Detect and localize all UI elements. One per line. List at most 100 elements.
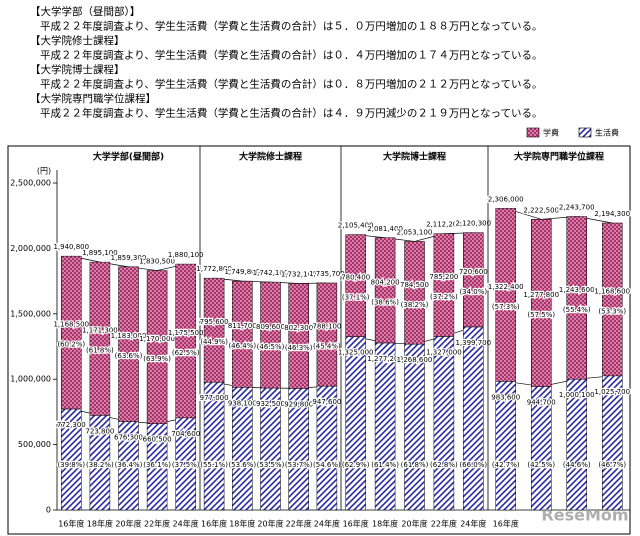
share-label: (62.5%): [172, 349, 200, 357]
value-label: 784,500: [400, 281, 429, 289]
legend-swatch: [578, 127, 592, 138]
value-label: 929,800: [284, 400, 313, 408]
x-tick-label: 18年度: [229, 519, 255, 529]
share-label: (46.3%): [285, 344, 313, 352]
bar-segment: [232, 280, 253, 388]
legend-swatch: [526, 127, 540, 138]
total-label: 2,112,200: [426, 221, 462, 229]
panel-title: 大学院修士課程: [239, 151, 302, 163]
value-label: 1,168,500: [53, 321, 89, 329]
share-label: (53.3%): [598, 307, 626, 315]
x-tick-label: 20年度: [115, 519, 141, 529]
value-label: 772,300: [57, 421, 86, 429]
x-tick-label: 16年度: [201, 519, 227, 529]
value-label: 720,600: [459, 268, 488, 276]
share-label: (37.5%): [172, 461, 200, 469]
value-label: 1,399,700: [455, 339, 491, 347]
panel-title: 大学院博士課程: [383, 151, 446, 163]
value-label: 1,277,200: [367, 355, 403, 363]
total-label: 2,053,100: [397, 228, 433, 236]
value-label: 1,327,000: [426, 348, 462, 356]
bar-segment: [260, 281, 281, 389]
bar-segment: [566, 216, 587, 380]
legend-label: 生活費: [595, 128, 619, 138]
total-label: 2,222,500: [523, 206, 559, 214]
note-text: 平成２２年度調査より、学生生活費（学費と生活費の合計）は０．８万円増加の２１２万…: [40, 78, 543, 91]
panel-title: 大学院専門職学位課程: [514, 151, 604, 163]
total-line: [505, 208, 613, 224]
x-tick-label: 18年度: [87, 519, 113, 529]
value-label: 704,600: [171, 430, 200, 438]
value-label: 1,000,100: [559, 391, 595, 399]
share-label: (46.7%): [598, 461, 626, 469]
bar-segment: [433, 233, 455, 337]
share-label: (61.8%): [86, 347, 114, 355]
bar-segment: [345, 336, 366, 511]
share-label: (60.2%): [57, 341, 85, 349]
y-axis-label: (円): [37, 167, 51, 176]
bar-segment: [288, 283, 309, 389]
value-label: 804,200: [371, 278, 400, 286]
share-label: (39.8%): [57, 461, 85, 469]
value-label: 785,200: [429, 273, 458, 281]
x-tick-label: 24年度: [173, 519, 199, 529]
share-label: (53.6%): [228, 461, 256, 469]
bar-segment: [374, 342, 396, 511]
value-label: 1,325,000: [338, 349, 374, 357]
share-label: (62.8%): [430, 461, 458, 469]
value-label: 983,600: [491, 393, 520, 401]
total-label: 2,194,300: [594, 210, 630, 218]
note-heading: 【大学院博士課程】: [30, 63, 125, 76]
x-tick-label: 16年度: [493, 519, 519, 529]
total-label: 2,120,300: [455, 220, 491, 228]
total-label: 1,830,500: [139, 258, 175, 266]
value-label: 809,600: [256, 323, 285, 331]
value-label: 1,183,000: [111, 332, 147, 340]
value-label: 932,500: [256, 400, 285, 408]
value-label: 944,700: [527, 398, 556, 406]
bar-segment: [118, 266, 139, 422]
bar-segment: [345, 234, 366, 337]
note-text: 平成２２年度調査より、学生生活費（学費と生活費の合計）は０．４万円増加の１７４万…: [40, 49, 543, 62]
y-tick-label: 2,500,000: [10, 179, 51, 188]
bar-segment: [203, 277, 225, 383]
share-label: (38.2%): [401, 301, 429, 309]
share-label: (46.5%): [257, 343, 285, 351]
value-label: 1,025,700: [594, 388, 630, 396]
bar-segment: [463, 326, 484, 511]
bar-segment: [374, 237, 396, 344]
total-label: 1,749,800: [224, 268, 260, 276]
share-label: (53.7%): [285, 461, 313, 469]
value-label: 1,168,600: [594, 287, 630, 295]
share-label: (45.4%): [313, 343, 341, 351]
share-label: (53.5%): [257, 461, 285, 469]
total-label: 2,306,000: [488, 195, 524, 203]
total-label: 1,940,800: [53, 243, 89, 251]
bar-segment: [61, 255, 82, 410]
y-tick-label: 0: [46, 506, 51, 515]
value-label: 795,600: [200, 318, 229, 326]
value-label: 1,170,000: [139, 335, 175, 343]
x-tick-label: 20年度: [257, 519, 283, 529]
total-label: 2,105,400: [338, 222, 374, 230]
share-label: (61.8%): [401, 461, 429, 469]
note-heading: 【大学院修士課程】: [30, 34, 125, 47]
bar-segment: [602, 222, 623, 377]
bar-segment: [433, 336, 455, 511]
note-heading: 【大学院専門職学位課程】: [30, 92, 156, 105]
bar-segment: [89, 261, 111, 416]
share-label: (55.4%): [563, 306, 591, 314]
note-heading: 【大学学部（昼間部）】: [30, 5, 140, 18]
total-label: 1,859,300: [111, 254, 147, 262]
bar-segment: [602, 375, 623, 511]
legend-label: 学費: [543, 128, 559, 138]
value-label: 977,000: [200, 394, 229, 402]
bar-segment: [495, 208, 516, 382]
bar-segment: [463, 232, 484, 328]
value-label: 811,700: [228, 322, 257, 330]
total-label: 1,732,100: [281, 270, 317, 278]
y-tick-label: 1,000,000: [10, 375, 51, 384]
total-label: 2,243,700: [559, 204, 595, 212]
total-label: 1,735,700: [309, 270, 345, 278]
value-label: 788,100: [312, 323, 341, 331]
